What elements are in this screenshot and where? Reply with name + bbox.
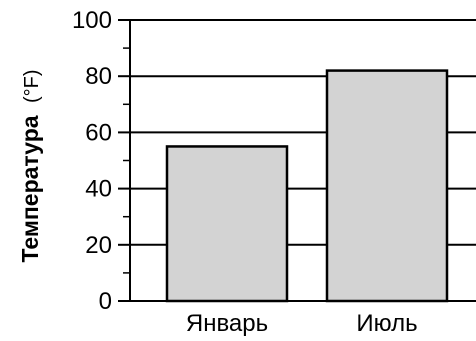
x-category-label-1: Январь [186, 310, 268, 337]
axes [118, 19, 476, 302]
y-tick-label-60: 60 [85, 119, 112, 146]
y-axis-label-main: Температура [17, 115, 43, 262]
y-tick-label-0: 0 [99, 288, 112, 315]
bars [165, 69, 449, 303]
bar-1 [165, 145, 289, 303]
y-axis-label: Температура (°F) [17, 69, 43, 262]
y-tick-label-20: 20 [85, 232, 112, 259]
y-tick-labels: 0 20 40 60 80 100 [72, 7, 112, 315]
y-axis-label-unit: (°F) [21, 69, 43, 103]
y-tick-label-80: 80 [85, 63, 112, 90]
x-category-labels: Январь Июль [186, 310, 418, 337]
y-tick-label-40: 40 [85, 176, 112, 203]
bar-2 [325, 69, 449, 303]
y-tick-label-100: 100 [72, 7, 112, 34]
x-category-label-2: Июль [356, 310, 417, 337]
